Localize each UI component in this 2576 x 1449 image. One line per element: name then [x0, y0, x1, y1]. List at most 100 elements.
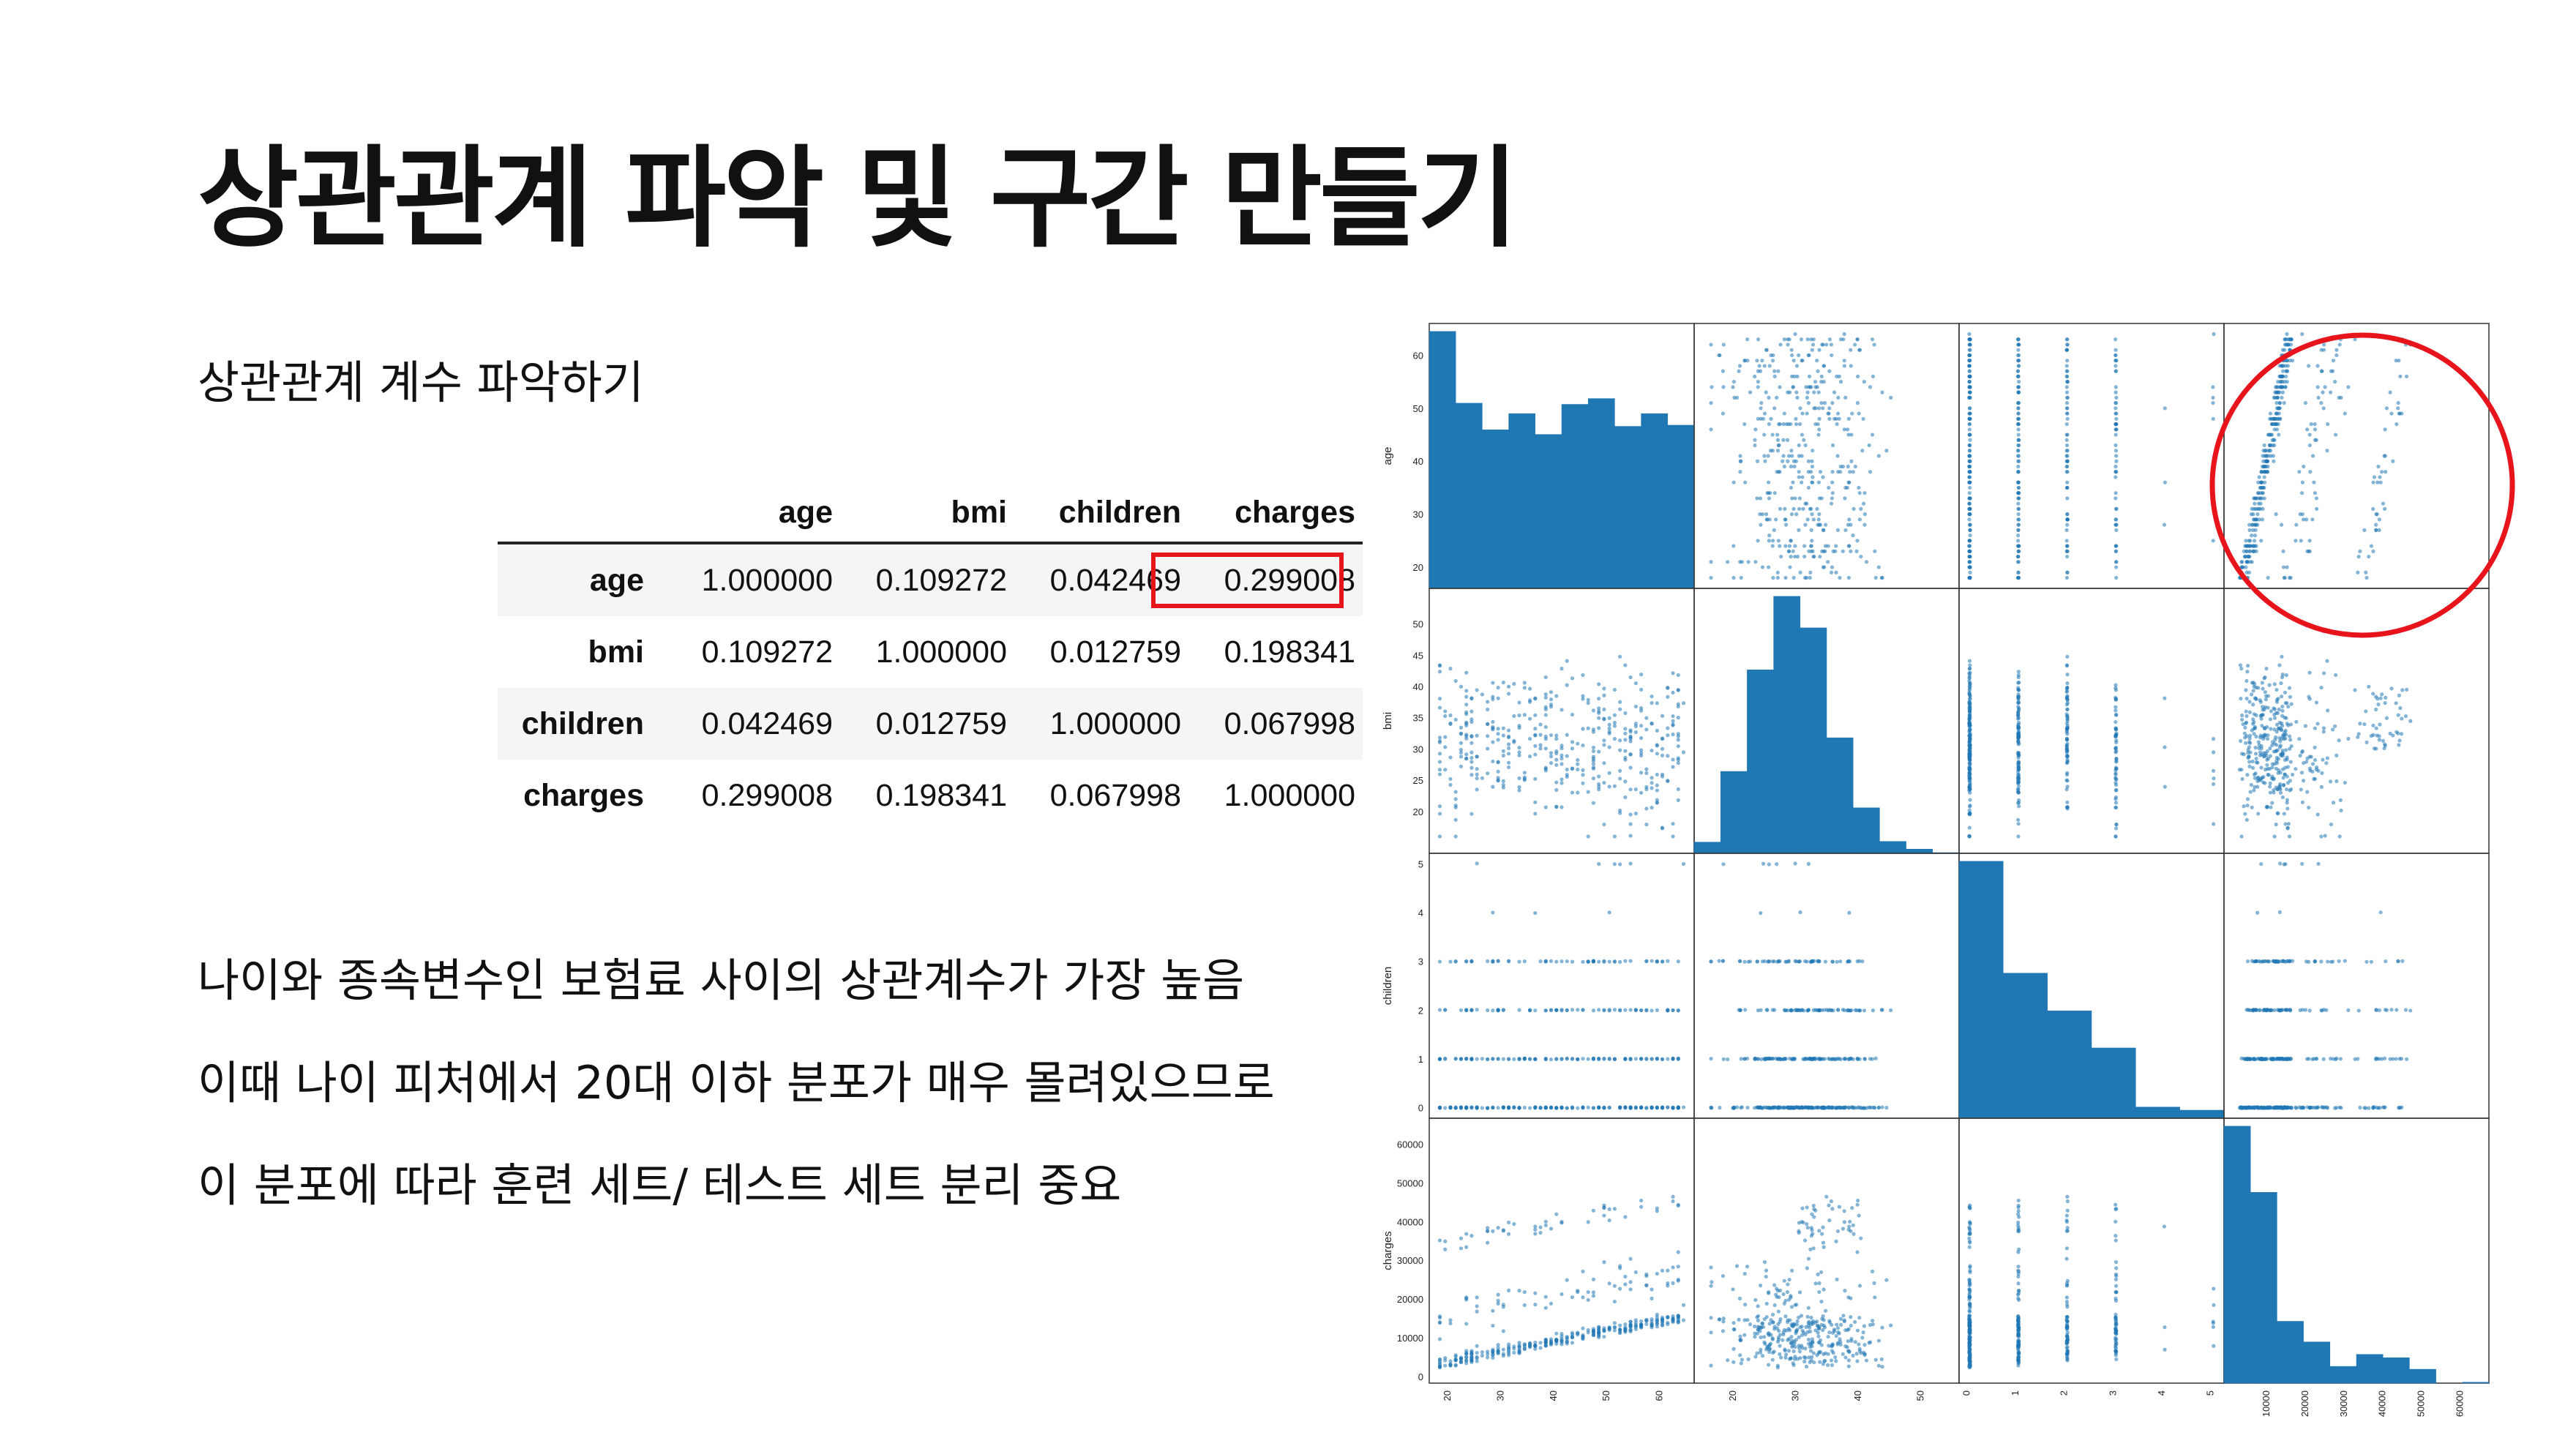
scatter-point	[1857, 1284, 1862, 1288]
scatter-point	[2113, 719, 2118, 724]
scatter-point	[1475, 767, 1479, 771]
scatter-point	[1491, 1057, 1495, 1061]
scatter-point	[1496, 686, 1500, 690]
scatter-point	[2065, 1194, 2070, 1199]
scatter-point	[1889, 1323, 1893, 1328]
scatter-point	[1742, 1271, 1747, 1276]
scatter-point	[1791, 385, 1795, 389]
scatter-point	[2254, 713, 2258, 718]
scatter-point	[1786, 1336, 1791, 1341]
scatter-point	[1810, 1337, 1815, 1341]
scatter-point	[2277, 433, 2281, 437]
scatter-point	[2394, 1057, 2398, 1061]
scatter-point	[1968, 570, 1972, 574]
scatter-point	[1721, 862, 1726, 866]
scatter-point	[2300, 480, 2304, 484]
scatter-point	[1967, 506, 1972, 511]
scatter-point	[1849, 1323, 1853, 1328]
histogram-bar	[1641, 413, 1669, 589]
scatter-point	[1791, 506, 1796, 511]
scatter-point	[1775, 570, 1780, 574]
scatter-point	[1788, 1318, 1792, 1322]
scatter-point	[2270, 801, 2274, 805]
scatter-point	[1517, 750, 1521, 755]
scatter-point	[1829, 342, 1834, 347]
scatter-point	[2016, 1281, 2021, 1286]
scatter-point	[1602, 1106, 1606, 1110]
scatter-point	[1576, 1106, 1580, 1110]
scatter-point	[2247, 1056, 2253, 1061]
scatter-point	[1758, 1350, 1763, 1355]
scatter-point	[2288, 1008, 2293, 1013]
scatter-point	[1798, 910, 1802, 915]
scatter-point	[2211, 768, 2216, 773]
scatter-point	[1522, 1303, 1527, 1308]
scatter-point	[1871, 1322, 1875, 1327]
scatter-point	[1437, 760, 1442, 764]
scatter-point	[2294, 719, 2299, 724]
scatter-point	[2260, 496, 2264, 501]
scatter-point	[1794, 1008, 1798, 1012]
scatter-point	[1554, 1057, 1559, 1061]
scatter-point	[1967, 716, 1972, 720]
scatter-point	[1533, 733, 1538, 738]
scatter-point	[1765, 491, 1770, 495]
scatter-point	[2315, 722, 2320, 726]
scatter-point	[2016, 427, 2021, 432]
scatter-point	[1849, 1229, 1853, 1233]
scatter-point	[1437, 959, 1442, 964]
histogram-bar	[1958, 861, 2004, 1119]
scatter-point	[1469, 709, 1474, 714]
scatter-point	[1838, 470, 1843, 474]
scatter-point	[2211, 385, 2215, 389]
scatter-point	[1496, 1298, 1500, 1303]
scatter-point	[2404, 1057, 2409, 1061]
scatter-point	[2274, 822, 2278, 827]
scatter-point	[2113, 795, 2119, 800]
scatter-point	[1623, 731, 1628, 735]
scatter-point	[2065, 523, 2070, 527]
scatter-point	[2113, 369, 2118, 373]
scatter-point	[1496, 1106, 1500, 1110]
scatter-point	[1760, 565, 1765, 569]
scatter-point	[1821, 406, 1825, 411]
scatter-point	[2307, 755, 2312, 759]
scatter-point	[1464, 720, 1469, 724]
scatter-point	[2253, 501, 2257, 506]
scatter-point	[1968, 798, 1972, 802]
scatter-point	[2064, 1246, 2070, 1251]
scatter-point	[1755, 1351, 1759, 1355]
scatter-point	[2264, 697, 2268, 702]
scatter-point	[2288, 694, 2293, 699]
scatter-point	[2274, 749, 2278, 754]
scatter-point	[1808, 1329, 1813, 1333]
scatter-point	[1655, 728, 1659, 733]
scatter-point	[1789, 485, 1794, 490]
histogram-bar	[1720, 771, 1748, 854]
scatter-point	[1794, 422, 1799, 427]
scatter-point	[1644, 959, 1649, 964]
scatter-point	[2113, 768, 2118, 772]
scatter-point	[1496, 1351, 1500, 1355]
scatter-point	[1453, 678, 1458, 684]
scatter-point	[2239, 560, 2244, 564]
scatter-point	[2396, 959, 2400, 964]
scatter-point	[1968, 811, 1972, 815]
scatter-point	[1967, 395, 1972, 400]
scatter-point	[2323, 834, 2327, 838]
scatter-point	[2016, 753, 2021, 757]
scatter-point	[1554, 1331, 1559, 1336]
scatter-point	[1795, 1357, 1800, 1361]
scatter-point	[2016, 722, 2021, 727]
scatter-point	[2374, 512, 2378, 517]
scatter-point	[1633, 1057, 1638, 1061]
scatter-point	[1795, 1319, 1800, 1324]
scatter-point	[1623, 749, 1628, 753]
scatter-point	[1591, 801, 1596, 805]
scatter-point	[2315, 812, 2320, 817]
scatter-point	[1591, 727, 1596, 732]
scatter-point	[1816, 1330, 1820, 1335]
scatter-point	[1870, 337, 1875, 342]
scatter-point	[1739, 1106, 1743, 1110]
scatter-point	[2328, 1056, 2333, 1061]
